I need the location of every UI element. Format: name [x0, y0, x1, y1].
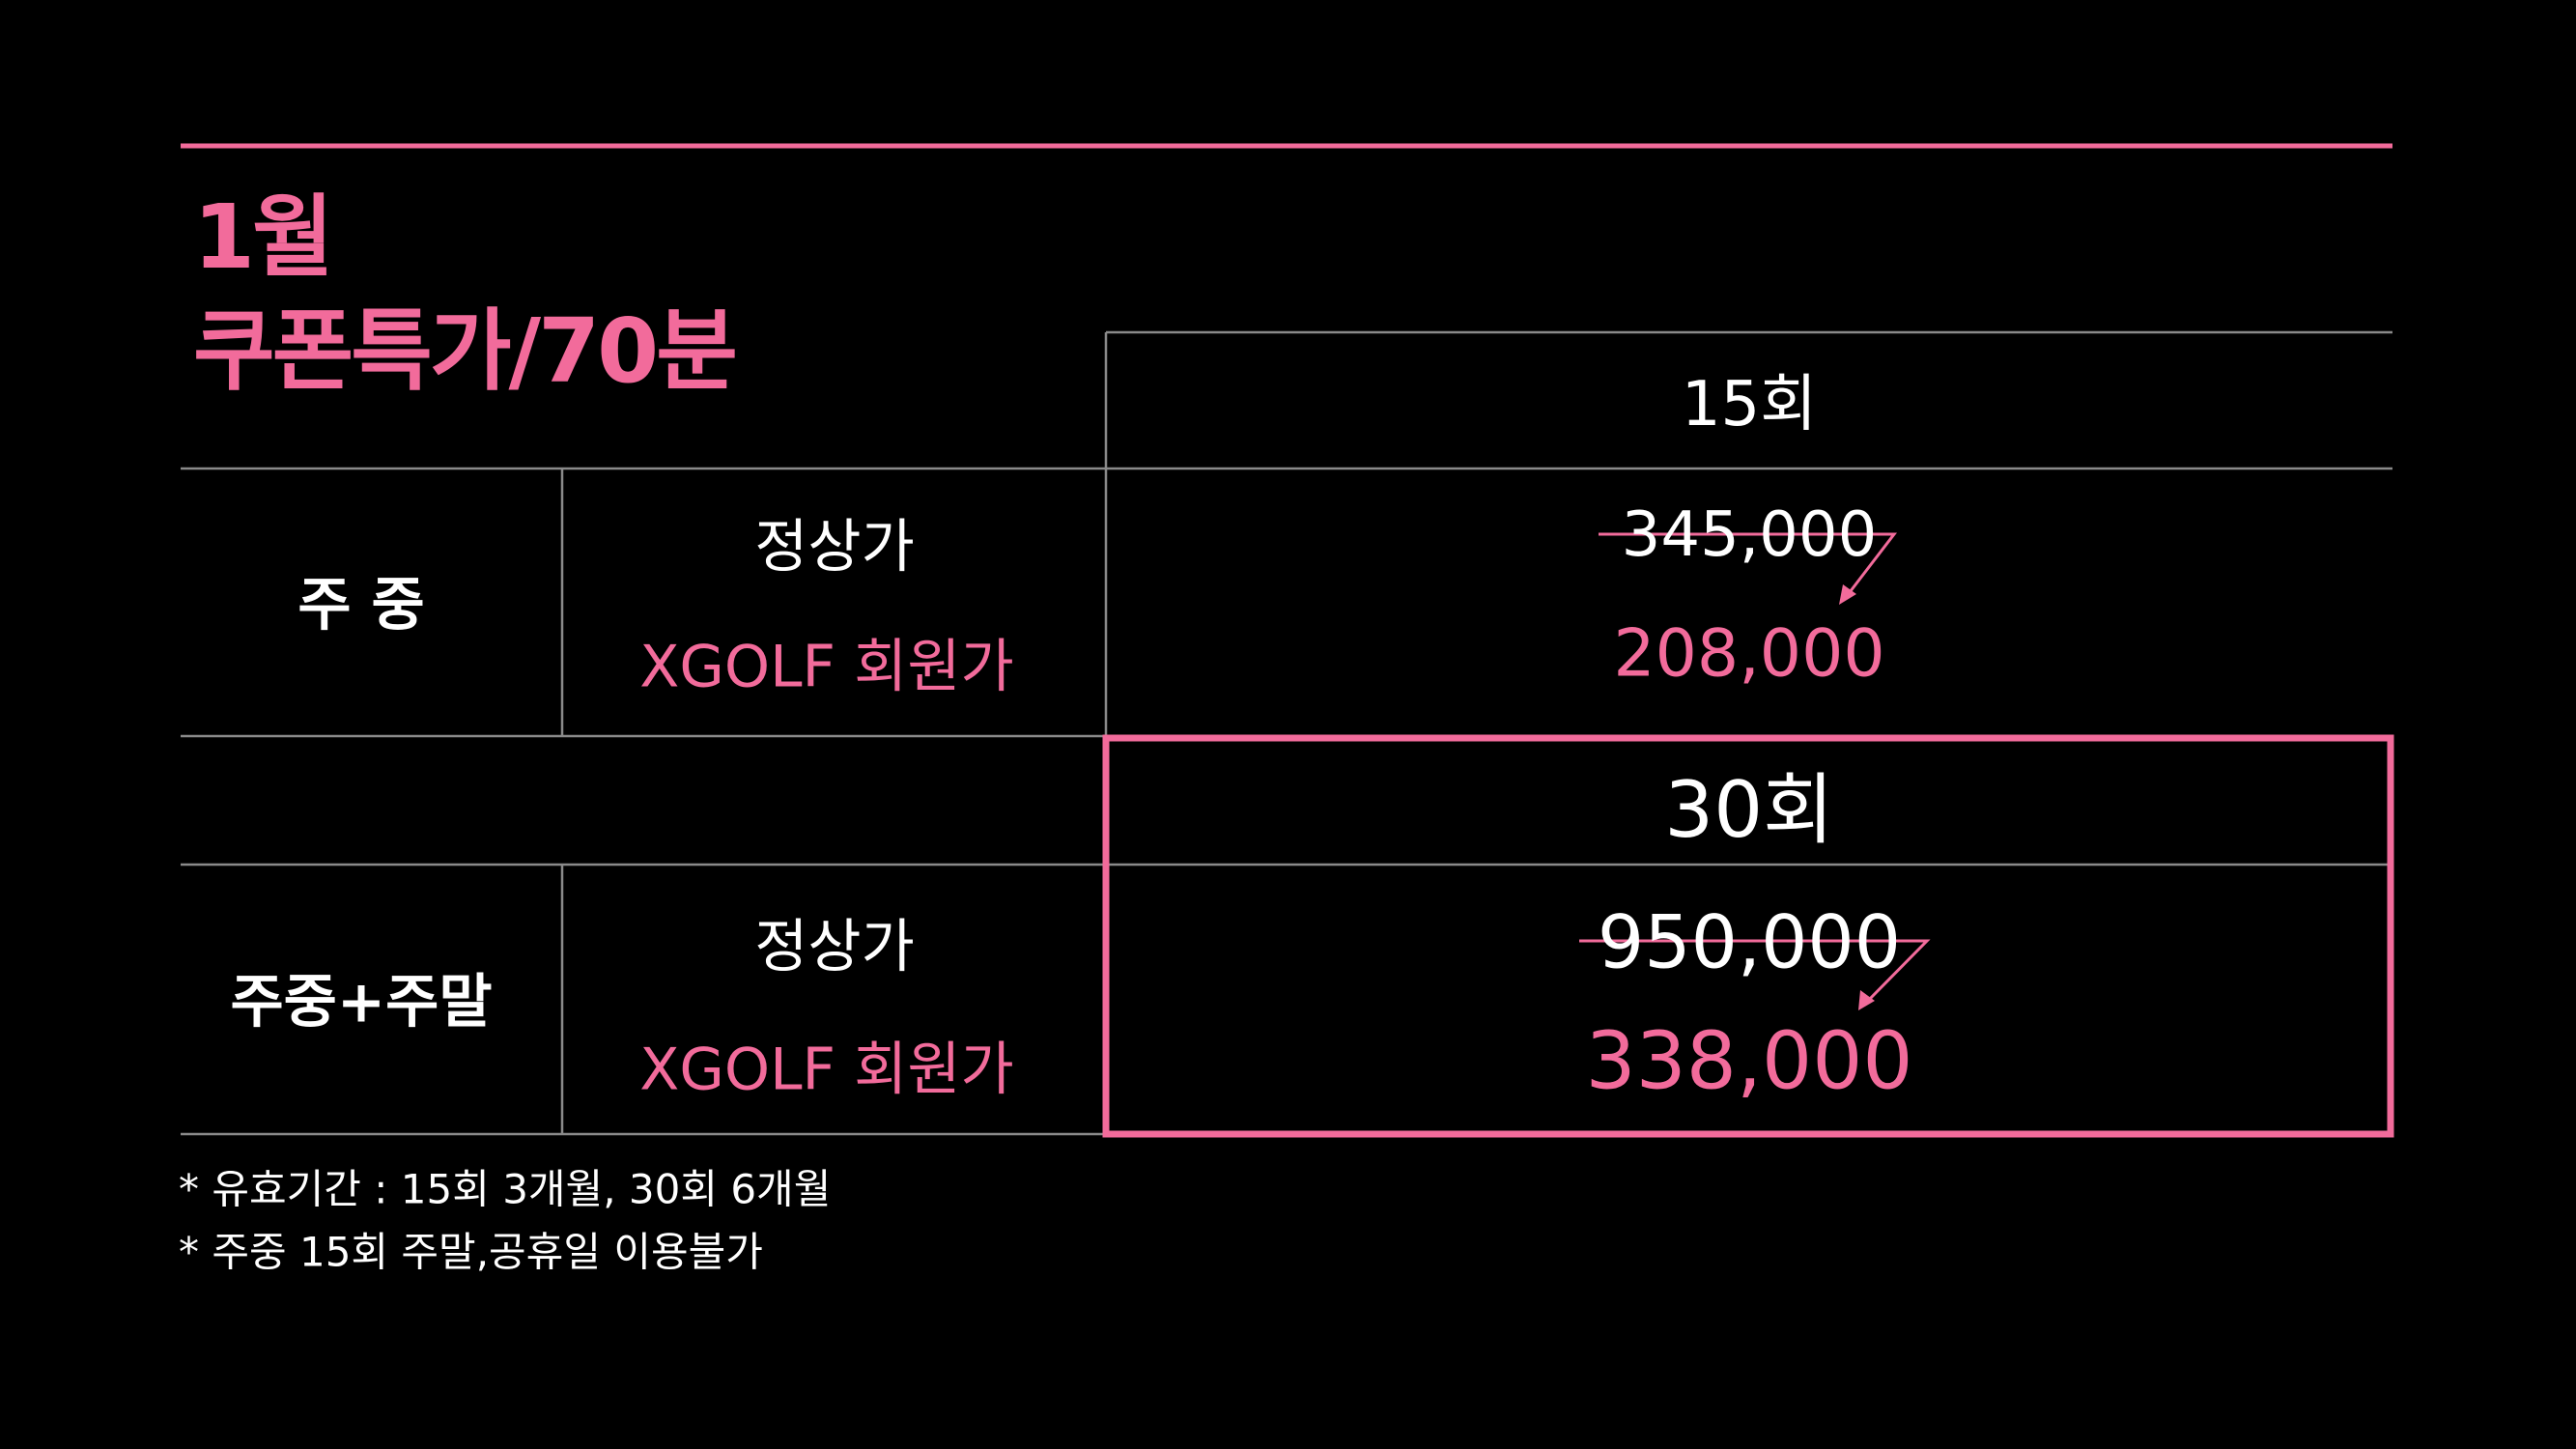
category-weekday: 주 중 [297, 571, 425, 639]
title-month: 1월 [193, 185, 334, 289]
sessions-header-15: 15회 [1681, 369, 1818, 440]
member-price: 208,000 [1613, 615, 1885, 693]
sessions-header-30: 30회 [1664, 765, 1834, 855]
member-label: XGOLF 회원가 [639, 633, 1014, 701]
regular-label: 정상가 [754, 913, 915, 981]
title-promo: 쿠폰특가/70분 [193, 299, 738, 403]
footnote: * 유효기간 : 15회 3개월, 30회 6개월 [179, 1165, 832, 1213]
member-label: XGOLF 회원가 [639, 1036, 1014, 1104]
member-price: 338,000 [1585, 1015, 1913, 1108]
footnote: * 주중 15회 주말,공휴일 이용불가 [179, 1228, 763, 1276]
arrowhead-icon [1839, 584, 1856, 605]
category-weekday-weekend: 주중+주말 [230, 968, 493, 1037]
highlight-box [1102, 734, 2394, 1138]
regular-price: 950,000 [1597, 898, 1902, 985]
regular-label: 정상가 [754, 513, 915, 582]
arrowhead-icon [1858, 990, 1875, 1010]
strike-arrow-30 [1579, 939, 1931, 1005]
regular-price: 345,000 [1621, 499, 1878, 571]
strike-arrow-15 [1599, 532, 1898, 597]
